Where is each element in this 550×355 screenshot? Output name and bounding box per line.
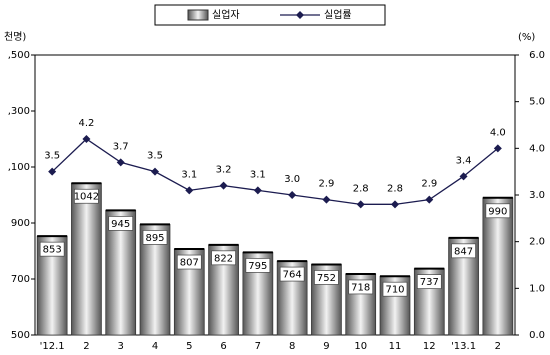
point-label: 2.8 [353,183,369,194]
bar-label-box [245,258,271,273]
line [51,138,499,205]
bar-label: 822 [214,253,233,264]
marker [219,181,228,190]
bar-label-box [74,188,99,204]
x-tick-label: 4 [152,341,158,352]
y2-tick-label: 0.0 [529,330,545,341]
marker [253,186,262,195]
y2-axis-label: (%) [518,32,535,43]
bar-label-box [279,266,305,282]
bar-label: 945 [111,219,130,230]
marker [116,158,125,167]
bar-label-box [142,230,168,245]
bar-label: 853 [43,245,62,256]
y2-tick-label: 4.0 [529,143,545,154]
y2-tick-label: 1.0 [529,283,545,294]
bar-label: 710 [385,285,404,296]
bar-label: 807 [180,258,199,269]
x-tick-label: 10 [354,341,367,352]
point-label: 2.9 [318,179,334,190]
point-label: 2.9 [421,179,437,190]
point-label: 3.4 [456,155,472,166]
x-tick-label: 6 [220,341,226,352]
point-label: 3.2 [216,165,232,176]
y2-tick-label: 6.0 [529,50,545,61]
legend-label: 실업률 [324,8,352,21]
marker [356,200,365,209]
point-label: 4.0 [490,127,506,138]
bar-label-box [314,270,339,285]
bar-label: 764 [283,270,302,281]
bar-label: 737 [420,277,439,288]
bar-label-box [485,203,511,219]
x-tick-label: '12.1 [40,341,65,352]
bar-label-box [108,216,134,231]
x-tick-label: '13.1 [451,341,476,352]
legend-label: 실업자 [212,8,240,21]
point-label: 4.2 [78,118,94,129]
bar-label-box [348,279,374,295]
marker [493,144,502,153]
x-tick-label: 3 [118,341,124,352]
marker [48,167,57,176]
bar-label: 1042 [74,192,99,203]
bar-label-box [211,250,236,266]
bar-label-box [176,254,202,270]
point-label: 2.8 [387,183,403,194]
x-tick-label: 2 [495,341,501,352]
x-tick-label: 12 [423,341,436,352]
marker [391,200,399,209]
bar-label: 847 [454,246,473,257]
x-tick-label: 7 [255,341,261,352]
bar-label-box [451,243,476,259]
y-tick-label: 900 [11,218,30,229]
y-tick-label: ,500 [8,50,30,61]
point-label: 3.7 [113,141,129,152]
x-tick-label: 8 [289,341,295,352]
point-label: 3.1 [181,169,197,180]
y2-tick-label: 3.0 [529,190,545,201]
bar-label-box [416,274,442,289]
y2-tick-label: 2.0 [529,237,545,248]
x-tick-label: 11 [389,341,402,352]
point-label: 3.5 [44,151,60,162]
bar-label: 895 [145,233,164,244]
legend-box [154,4,386,26]
bar-label: 795 [248,261,267,272]
legend-marker [296,11,304,19]
bar-label: 718 [351,282,370,293]
bar [482,197,514,336]
y-axis-label: 천명) [4,31,26,43]
marker [425,195,434,204]
y-tick-label: 500 [11,330,30,341]
x-tick-label: 9 [323,341,329,352]
marker [322,195,331,204]
point-label: 3.5 [147,151,163,162]
legend-swatch [187,9,209,21]
bar [71,182,102,336]
y-tick-label: 700 [11,274,30,285]
marker [288,191,297,199]
bar-label: 752 [317,273,336,284]
marker [185,186,194,195]
y2-tick-label: 5.0 [529,97,545,108]
bar-label-box [39,241,65,257]
x-tick-label: 2 [83,341,89,352]
marker [459,172,468,181]
bar-label: 990 [488,206,507,217]
bar-label-box [382,281,408,297]
y-tick-label: ,100 [8,162,30,173]
marker [151,167,159,176]
y-tick-label: ,300 [8,106,30,117]
marker [82,135,91,143]
x-tick-label: 5 [186,341,192,352]
point-label: 3.0 [284,174,300,185]
point-label: 3.1 [250,169,266,180]
